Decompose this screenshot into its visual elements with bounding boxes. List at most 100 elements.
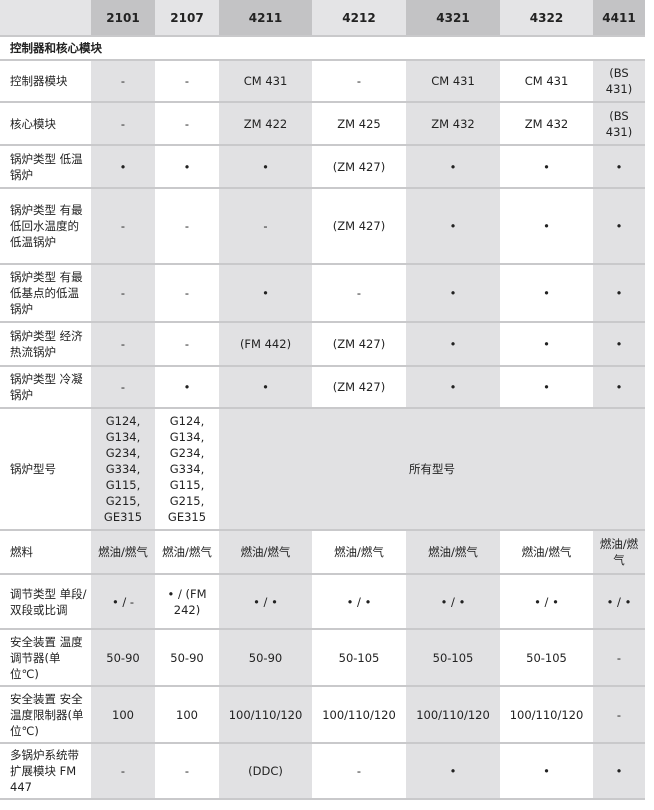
column-header: 4322 [500,0,593,37]
table-row: 锅炉类型 冷凝锅炉 - • • (ZM 427) • • • [0,366,645,409]
table-cell: (ZM 427) [312,145,406,189]
table-cell: 100/110/120 [406,686,500,744]
row-label: 安全装置 安全温度限制器(单位℃) [0,686,91,744]
table-cell: - [155,322,219,367]
table-cell: 燃油/燃气 [91,530,155,575]
table-row: 控制器模块 - - CM 431- CM 431 CM 431 (BS 431) [0,60,645,103]
section-title: 控制器和核心模块 [0,36,645,61]
table-cell: • [406,264,500,323]
table-row: 燃料 燃油/燃气 燃油/燃气 燃油/燃气 燃油/燃气 燃油/燃气 燃油/燃气 燃油/燃气 [0,530,645,575]
table-cell: CM 431 [500,60,593,103]
table-cell: (BS 431) [593,102,645,146]
table-cell: - [91,322,155,367]
table-cell: - [91,188,155,265]
row-label: 锅炉型号 [0,408,91,531]
table-row: 调节类型 单段/双段或比调 • / - • / (FM 242) • / • • / •… [0,574,645,630]
table-row: 多锅炉系统带扩展模块 FM 447- - (DDC) - • • • [0,743,645,800]
spec-table: 2101 2107 4211 4212 4321 4322 4411 控制器和核心模块 控制器… [0,0,645,800]
table-cell: • [593,188,645,265]
row-label: 多锅炉系统带扩展模块 FM 447 [0,743,91,800]
table-cell: - [593,686,645,744]
table-row: 锅炉类型 有最低基点的低温锅炉 - - • - • • • [0,264,645,323]
table-row: 锅炉类型 经济热流锅炉 - - (FM 442) (ZM 427) • • • [0,322,645,367]
table-cell: 100/110/120 [312,686,406,744]
table-cell: • [593,366,645,409]
table-cell: 燃油/燃气 [500,530,593,575]
table-row: 锅炉类型 有最低回水温度的低温锅炉 - - - (ZM 427) • • • [0,188,645,265]
table-cell: - [155,188,219,265]
row-label: 锅炉类型 经济热流锅炉 [0,322,91,367]
table-cell: • / • [406,574,500,630]
table-cell: • [593,264,645,323]
table-cell: 燃油/燃气 [312,530,406,575]
table-cell: - [91,60,155,103]
table-cell: 燃油/燃气 [155,530,219,575]
table-cell: 所有型号 [219,408,645,531]
table-cell: - [312,60,406,103]
table-cell: (ZM 427) [312,188,406,265]
row-label: 核心模块 [0,102,91,146]
column-header: 4211 [219,0,312,37]
column-header: 2101 [91,0,155,37]
table-cell: - [155,743,219,800]
table-cell: 50-90 [155,629,219,687]
table-cell: • [500,322,593,367]
table-cell: • [500,366,593,409]
table-cell: 100 [91,686,155,744]
table-cell: - [91,264,155,323]
header-row: 2101 2107 4211 4212 4321 4322 4411 [0,0,645,37]
column-header: 4411 [593,0,645,37]
row-label: 安全装置 温度调节器(单位℃) [0,629,91,687]
table-cell: • / • [312,574,406,630]
row-label: 锅炉类型 低温锅炉 [0,145,91,189]
table-row: 核心模块 - - ZM 422 ZM 425 ZM 432 ZM 432 (BS 431) [0,102,645,146]
table-cell: (ZM 427) [312,366,406,409]
column-header: 4212 [312,0,406,37]
table-cell: (FM 442) [219,322,312,367]
table-row: 锅炉型号 G124, G134, G234, G334, G115, G215, … [0,408,645,531]
table-cell: - [312,743,406,800]
table-cell: - [91,102,155,146]
table-row: 锅炉类型 低温锅炉 • • • (ZM 427) • • • [0,145,645,189]
table-cell: • / • [219,574,312,630]
row-label: 锅炉类型 有最低基点的低温锅炉 [0,264,91,323]
column-header: 4321 [406,0,500,37]
column-header: 2107 [155,0,219,37]
table-cell: - [312,264,406,323]
table-cell: • [219,264,312,323]
table-cell: 100/110/120 [219,686,312,744]
table-cell: ZM 432 [500,102,593,146]
row-label: 锅炉类型 有最低回水温度的低温锅炉 [0,188,91,265]
table-cell: ZM 425 [312,102,406,146]
table-cell: (DDC) [219,743,312,800]
table-cell: • [500,264,593,323]
table-cell: G124, G134, G234, G334, G115, G215, GE31… [91,408,155,531]
table-cell: • [155,366,219,409]
row-label: 控制器模块 [0,60,91,103]
table-cell: • [406,145,500,189]
table-cell: (ZM 427) [312,322,406,367]
table-cell: - [593,629,645,687]
table-cell: 燃油/燃气 [593,530,645,575]
table-cell: - [219,188,312,265]
row-label: 调节类型 单段/双段或比调 [0,574,91,630]
table-cell: 50-105 [406,629,500,687]
table-cell: 50-105 [312,629,406,687]
table-cell: CM 431 [219,60,312,103]
table-cell: • / • [593,574,645,630]
row-label: 锅炉类型 冷凝锅炉 [0,366,91,409]
table-cell: • / • [500,574,593,630]
table-cell: - [155,60,219,103]
table-cell: • [593,743,645,800]
table-cell: • [406,743,500,800]
table-cell: 100 [155,686,219,744]
table-cell: CM 431 [406,60,500,103]
table-cell: ZM 422 [219,102,312,146]
table-cell: - [91,743,155,800]
table-cell: 50-90 [219,629,312,687]
table-cell: • [406,322,500,367]
table-cell: • [500,743,593,800]
table-cell: - [155,264,219,323]
table-cell: • [406,366,500,409]
